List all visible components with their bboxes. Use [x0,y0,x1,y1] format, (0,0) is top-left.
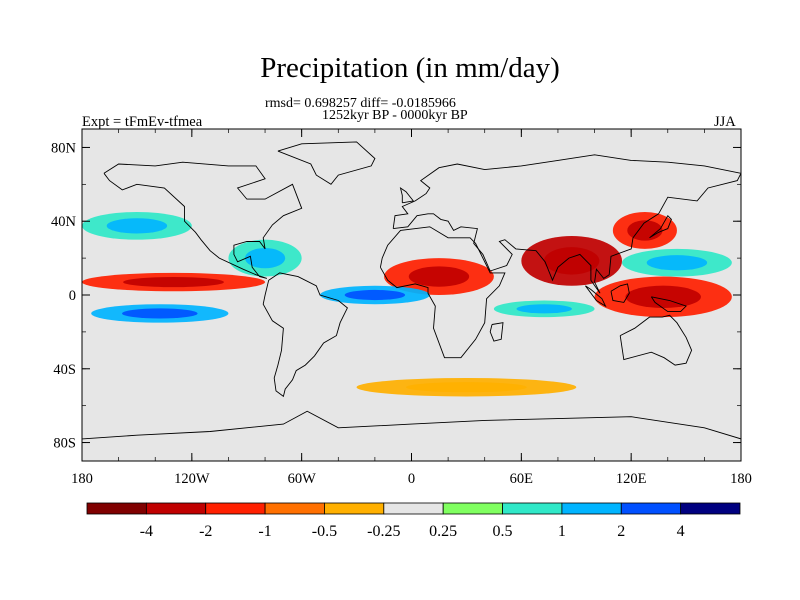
season-label: JJA [714,114,736,130]
lon-tick-label: 180 [730,471,752,487]
coastline-4 [619,314,693,366]
colorbar-label: -2 [199,523,212,540]
colorbar-box [561,502,622,515]
colorbar-box [502,502,563,515]
lat-tick-label: 40S [53,362,76,378]
lon-tick-label: 180 [71,471,93,487]
lon-tick-label: 120W [174,471,210,487]
anomaly-core [244,247,286,269]
anomaly-core [516,304,572,314]
lon-tick-label: 120E [616,471,647,487]
colorbar-label: 1 [558,523,566,540]
colorbar-label: 2 [617,523,625,540]
colorbar-box [442,502,503,515]
colorbar-box [680,502,741,515]
anomaly-core [344,289,406,301]
lon-tick-label: 0 [408,471,415,487]
colorbar-box [383,502,444,515]
coastline-12 [489,322,504,342]
colorbar-label: -1 [258,523,271,540]
colorbar-box [324,502,385,515]
colorbar-label: -4 [140,523,153,540]
lon-tick-label: 60W [288,471,317,487]
experiment-label: Expt = tFmEv-tfmea [82,114,203,130]
colorbar-box [86,502,147,515]
coastline-2 [379,226,506,359]
coastline-11 [399,186,415,204]
coastlines [82,141,741,440]
coastline-3 [392,154,741,294]
lat-tick-label: 40N [51,214,77,230]
coastline-9 [650,296,687,313]
lon-tick-label: 60E [510,471,534,487]
colorbar-label: -0.5 [312,523,337,540]
colorbar-box [145,502,207,515]
period-label: 1252kyr BP - 0000kyr BP [322,108,468,123]
coastline-0 [103,161,303,279]
coastline-7 [610,283,630,303]
coastline-8 [585,285,607,308]
coastline-1 [262,272,348,398]
anomaly-core [408,266,470,287]
colorbar-box [264,502,325,515]
anomaly-core [122,308,198,319]
rmsd-diff-label: rmsd= 0.698257 diff= -0.0185966 [265,96,456,111]
anomaly-core [406,382,527,393]
plot-title: Precipitation (in mm/day) [260,52,560,84]
colorbar-label: 4 [677,523,685,540]
colorbar-box [620,502,682,515]
anomaly-core [646,255,708,271]
anomaly-core [106,218,168,234]
anomaly-core [625,285,701,309]
colorbar-box [205,502,266,515]
anomaly-layer [82,212,732,397]
lat-tick-label: 80S [53,436,76,452]
lat-tick-label: 0 [69,288,76,304]
anomaly-core [123,277,224,288]
lat-tick-label: 80N [51,140,77,156]
coastline-5 [82,410,741,440]
colorbar-label: 0.25 [429,523,457,540]
colorbar-label: -0.25 [367,523,400,540]
coastline-10 [649,214,672,239]
coastline-6 [277,141,376,185]
colorbar-label: 0.5 [493,523,513,540]
